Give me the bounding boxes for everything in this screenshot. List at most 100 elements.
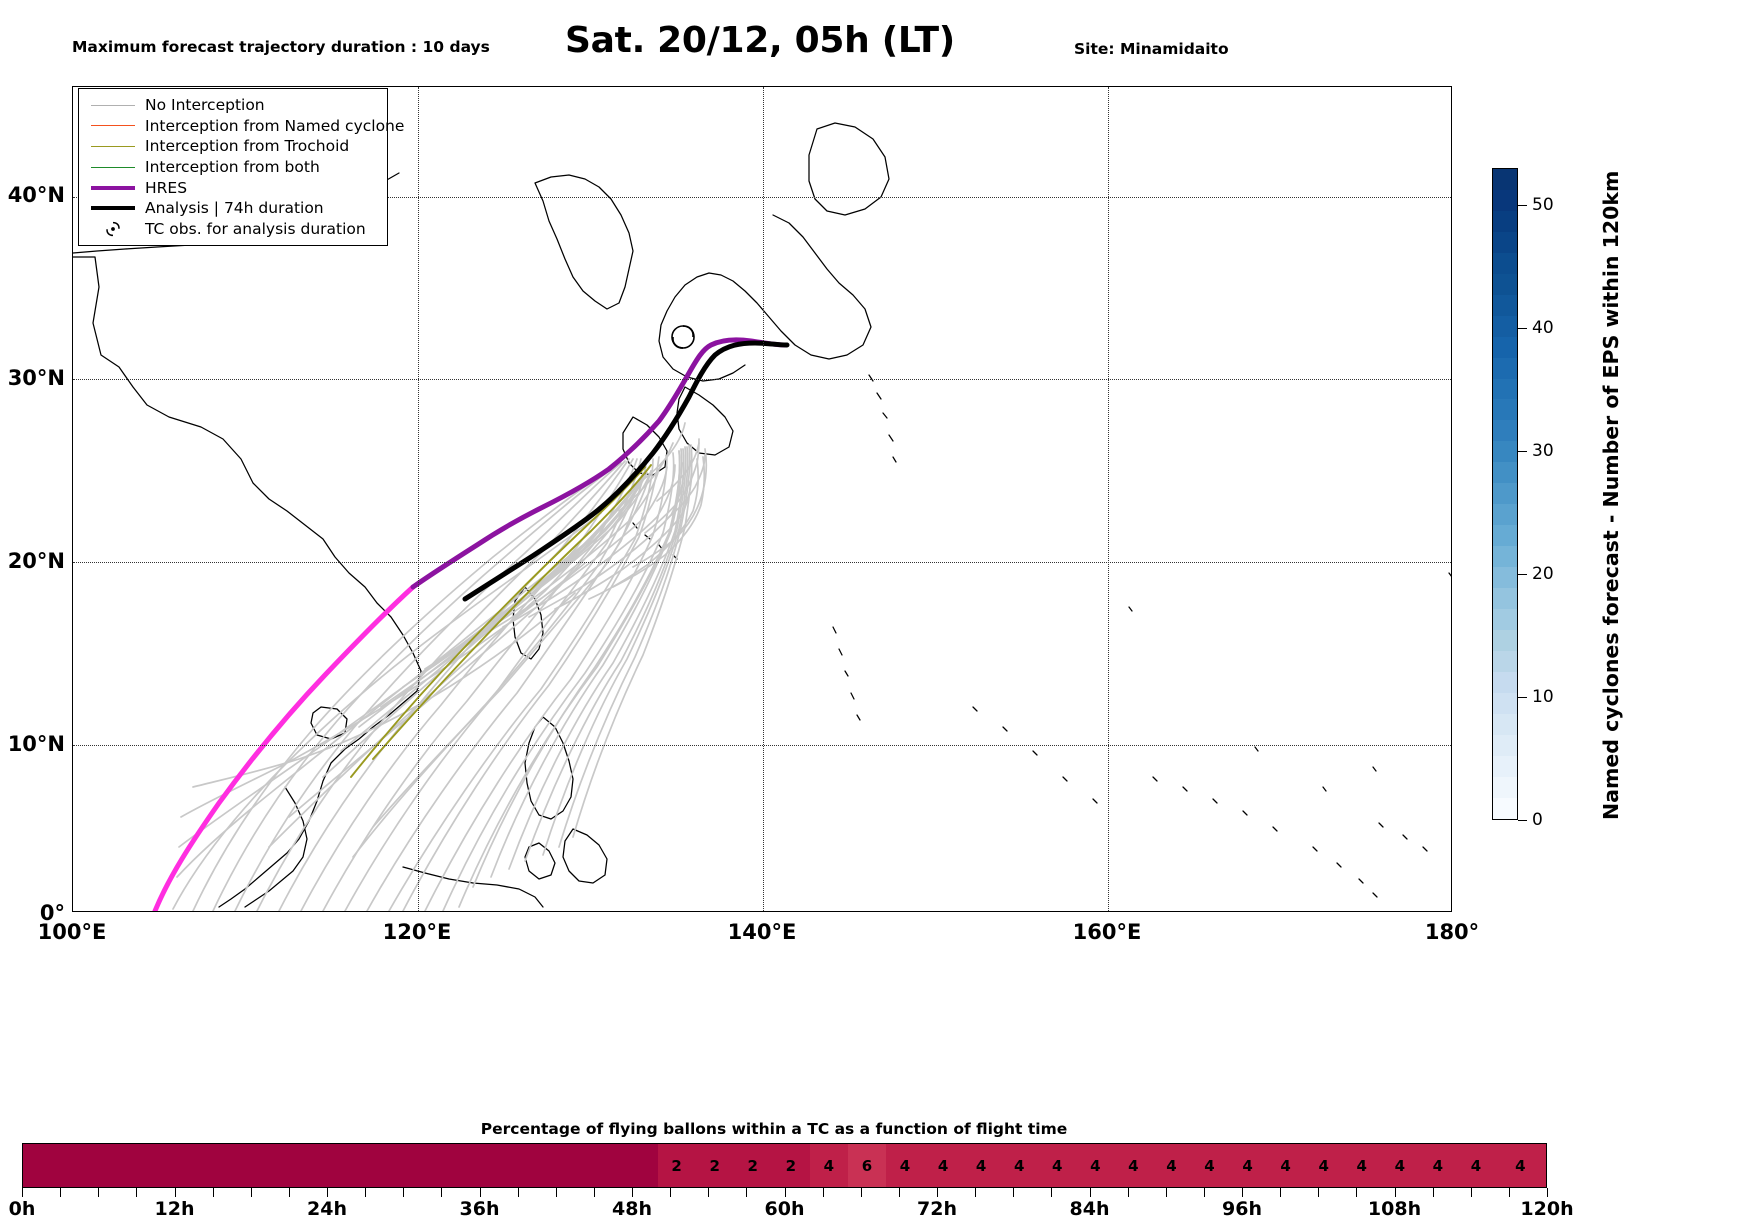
legend-item-no-interception[interactable]: No Interception <box>87 95 379 116</box>
bar-minor-tick <box>327 1188 328 1197</box>
map-ylabel-30N: 30°N <box>7 366 65 390</box>
colorbar-segment <box>1493 441 1517 463</box>
coastlines-layer <box>73 122 1451 908</box>
colorbar-segment <box>1493 189 1517 211</box>
colorbar-segment <box>1493 588 1517 610</box>
colorbar-segment <box>1493 378 1517 400</box>
map-canvas <box>73 122 1451 911</box>
bar-segment-value[interactable]: 4 <box>1304 1144 1343 1187</box>
colorbar-segment <box>1493 546 1517 568</box>
bar-segment-value[interactable]: 4 <box>885 1144 925 1187</box>
bar-segment-value[interactable]: 4 <box>1190 1144 1229 1187</box>
bar-segment-value[interactable]: 4 <box>1038 1144 1077 1187</box>
colorbar-segment <box>1493 294 1517 316</box>
bar-tick-label: 96h <box>1222 1198 1262 1220</box>
bar-minor-tick <box>1470 1188 1472 1197</box>
legend-swatch-no-interception <box>87 104 139 106</box>
bar-minor-tick <box>22 1188 23 1197</box>
bar-segment-value[interactable]: 4 <box>1494 1144 1546 1187</box>
bar-tick-label: 84h <box>1069 1198 1110 1220</box>
cyclone-icon <box>87 221 139 237</box>
bar-segment-value[interactable]: 4 <box>1228 1144 1267 1187</box>
bar-minor-tick <box>1127 1188 1129 1197</box>
legend-item-hres[interactable]: HRES <box>87 177 379 198</box>
colorbar-segment <box>1493 273 1517 295</box>
legend-label-analysis: Analysis | 74h duration <box>145 199 324 218</box>
bar-segment-empty[interactable] <box>23 1144 658 1187</box>
bar-segment-value[interactable]: 2 <box>695 1144 734 1187</box>
bar-segment-value[interactable]: 4 <box>1000 1144 1039 1187</box>
bar-segment-value[interactable]: 2 <box>733 1144 772 1187</box>
colorbar-segment <box>1493 169 1517 190</box>
colorbar[interactable] <box>1492 168 1518 820</box>
bar-tick-label: 48h <box>612 1198 652 1220</box>
colorbar-segment <box>1493 650 1517 672</box>
map-xlabel-120E: 120°E <box>382 920 452 944</box>
bar-tick-label: 0h <box>8 1198 36 1220</box>
colorbar-tick <box>1518 696 1527 698</box>
bar-segment-value[interactable]: 2 <box>657 1144 696 1187</box>
bar-segment-value[interactable]: 4 <box>1152 1144 1191 1187</box>
colorbar-tick <box>1518 327 1527 329</box>
legend-item-trochoid[interactable]: Interception from Trochoid <box>87 136 379 157</box>
hres-trajectory <box>410 337 788 590</box>
legend-item-both[interactable]: Interception from both <box>87 157 379 178</box>
map-legend[interactable]: No Interception Interception from Named … <box>78 88 404 247</box>
bar-tick-label: 60h <box>764 1198 805 1220</box>
bar-segment-value[interactable]: 2 <box>771 1144 810 1187</box>
bar-minor-tick <box>365 1188 367 1197</box>
colorbar-segment <box>1493 713 1517 735</box>
colorbar-segment <box>1493 692 1517 714</box>
legend-label-hres: HRES <box>145 178 188 197</box>
bar-minor-tick <box>898 1188 900 1197</box>
bar-tick-label: 108h <box>1367 1198 1422 1220</box>
bar-segment-value[interactable]: 4 <box>1266 1144 1305 1187</box>
page-title: Sat. 20/12, 05h (LT) <box>565 20 955 61</box>
bar-segment-value[interactable]: 6 <box>847 1144 886 1187</box>
colorbar-tick-label: 10 <box>1532 686 1554 707</box>
legend-item-named-cyclone[interactable]: Interception from Named cyclone <box>87 116 404 137</box>
tc-obs-marker <box>671 325 695 349</box>
bar-minor-tick <box>1432 1188 1434 1197</box>
colorbar-segment <box>1493 336 1517 358</box>
legend-label-trochoid: Interception from Trochoid <box>145 137 350 156</box>
legend-item-tc-obs[interactable]: TC obs. for analysis duration <box>87 219 379 240</box>
bottom-bar-axis: 0h 12h 24h 36h 48h 60h 72h 84h 96h 108h 120h <box>9 1188 1574 1220</box>
bar-minor-tick <box>632 1188 633 1197</box>
bar-minor-tick <box>1013 1188 1015 1197</box>
gridline-lat-30 <box>73 379 1451 380</box>
bar-minor-tick <box>1242 1188 1243 1197</box>
bar-segment-value[interactable]: 4 <box>1380 1144 1419 1187</box>
bar-segment-value[interactable]: 4 <box>809 1144 848 1187</box>
bar-minor-tick <box>670 1188 672 1197</box>
colorbar-segment <box>1493 357 1517 379</box>
colorbar-tick-label: 20 <box>1532 563 1554 584</box>
bar-segment-value[interactable]: 4 <box>962 1144 1001 1187</box>
bar-minor-tick <box>937 1188 938 1197</box>
bar-minor-tick <box>288 1188 290 1197</box>
bar-segment-value[interactable]: 4 <box>1456 1144 1495 1187</box>
bar-segment-value[interactable]: 4 <box>924 1144 963 1187</box>
bar-minor-tick <box>1356 1188 1358 1197</box>
bar-minor-tick <box>708 1188 710 1197</box>
bar-segment-value[interactable]: 4 <box>1418 1144 1457 1187</box>
bar-segment-value[interactable]: 4 <box>1342 1144 1381 1187</box>
bar-minor-tick <box>1394 1188 1396 1197</box>
bar-minor-tick <box>555 1188 557 1197</box>
legend-swatch-hres <box>87 185 139 190</box>
bar-segment-value[interactable]: 4 <box>1076 1144 1115 1187</box>
colorbar-tick-label: 0 <box>1532 810 1543 830</box>
legend-item-analysis[interactable]: Analysis | 74h duration <box>87 198 379 219</box>
analysis-trajectory <box>462 340 790 602</box>
bar-minor-tick <box>136 1188 138 1197</box>
eps-ensemble-trajectories <box>172 422 708 911</box>
bar-minor-tick <box>860 1188 862 1197</box>
legend-label-named-cyclone: Interception from Named cyclone <box>145 116 405 135</box>
gridline-lon-160 <box>1108 87 1109 911</box>
trochoid-interception-trajectories <box>350 464 652 778</box>
colorbar-tick <box>1518 820 1527 821</box>
map-ylabel-40N: 40°N <box>7 183 65 207</box>
bar-segment-value[interactable]: 4 <box>1114 1144 1153 1187</box>
bar-tick-label: 12h <box>154 1198 195 1220</box>
